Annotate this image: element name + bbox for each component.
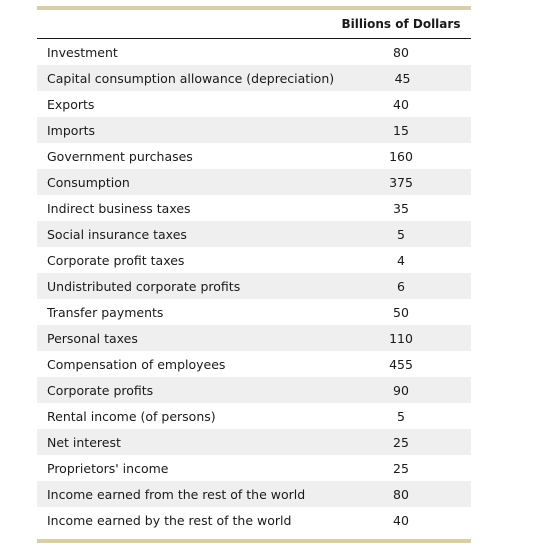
table-row: Compensation of employees 455 [37, 351, 471, 377]
row-label: Corporate profits [47, 382, 154, 398]
table-row: Capital consumption allowance (depreciat… [37, 65, 471, 91]
row-label: Corporate profit taxes [47, 252, 185, 268]
row-value: 15 [393, 122, 409, 138]
row-label: Consumption [47, 174, 130, 190]
row-label: Transfer payments [47, 304, 164, 320]
table-row: Income earned from the rest of the world… [37, 481, 471, 507]
row-label: Rental income (of persons) [47, 408, 216, 424]
row-value: 160 [389, 148, 413, 164]
row-value: 4 [397, 252, 405, 268]
row-value: 6 [397, 278, 405, 294]
table-row: Government purchases 160 [37, 143, 471, 169]
bottom-rule [37, 539, 471, 543]
row-label: Compensation of employees [47, 356, 226, 372]
row-value: 5 [397, 226, 405, 242]
table-row: Corporate profit taxes 4 [37, 247, 471, 273]
row-label: Exports [47, 96, 95, 112]
data-table: Billions of Dollars Investment 80 Capital… [37, 6, 471, 543]
table-row: Imports 15 [37, 117, 471, 143]
row-value: 110 [389, 330, 413, 346]
row-value: 455 [389, 356, 413, 372]
row-label: Investment [47, 44, 118, 60]
row-value: 25 [393, 460, 409, 476]
column-header-billions: Billions of Dollars [341, 17, 461, 31]
row-label: Undistributed corporate profits [47, 278, 241, 294]
table-row: Indirect business taxes 35 [37, 195, 471, 221]
table-row: Exports 40 [37, 91, 471, 117]
table-row: Proprietors' income 25 [37, 455, 471, 481]
row-label: Indirect business taxes [47, 200, 191, 216]
row-label: Capital consumption allowance (depreciat… [47, 70, 335, 86]
table-body: Investment 80 Capital consumption allowan… [37, 39, 471, 533]
table-row: Investment 80 [37, 39, 471, 65]
table-row: Consumption 375 [37, 169, 471, 195]
row-label: Imports [47, 122, 95, 138]
row-value: 40 [393, 512, 409, 528]
table-header: Billions of Dollars [37, 10, 471, 39]
row-value: 90 [393, 382, 409, 398]
table-row: Corporate profits 90 [37, 377, 471, 403]
row-value: 25 [393, 434, 409, 450]
row-label: Net interest [47, 434, 121, 450]
top-rule [37, 6, 471, 10]
row-value: 80 [393, 486, 409, 502]
row-value: 80 [393, 44, 409, 60]
table-row: Income earned by the rest of the world 40 [37, 507, 471, 533]
row-label: Proprietors' income [47, 460, 169, 476]
row-value: 50 [393, 304, 409, 320]
table-row: Transfer payments 50 [37, 299, 471, 325]
row-label: Social insurance taxes [47, 226, 187, 242]
row-label: Income earned from the rest of the world [47, 486, 306, 502]
row-value: 40 [393, 96, 409, 112]
row-label: Government purchases [47, 148, 193, 164]
table-row: Undistributed corporate profits 6 [37, 273, 471, 299]
table-row: Net interest 25 [37, 429, 471, 455]
row-label: Personal taxes [47, 330, 138, 346]
table-row: Rental income (of persons) 5 [37, 403, 471, 429]
row-value: 375 [389, 174, 413, 190]
row-value: 45 [394, 70, 411, 86]
row-value: 35 [393, 200, 409, 216]
row-label: Income earned by the rest of the world [47, 512, 292, 528]
row-value: 5 [397, 408, 405, 424]
table-row: Social insurance taxes 5 [37, 221, 471, 247]
table-row: Personal taxes 110 [37, 325, 471, 351]
